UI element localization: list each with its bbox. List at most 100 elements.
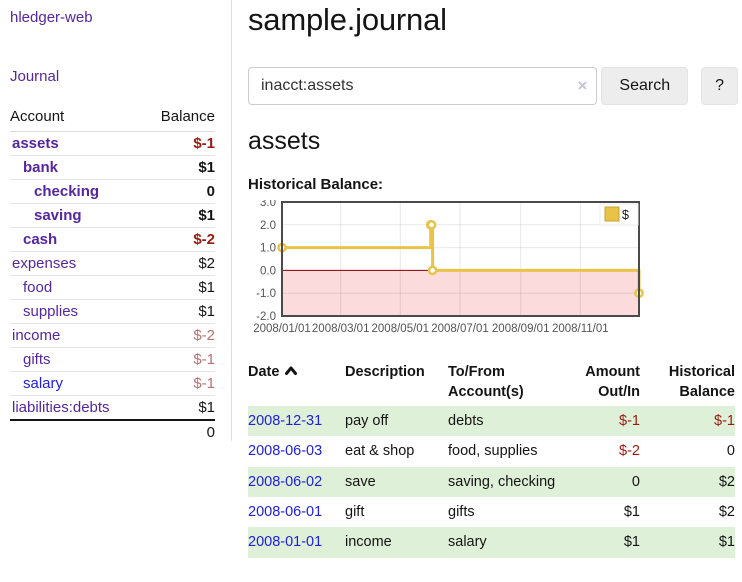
account-total-balance: 0 <box>142 419 215 444</box>
balance-column-header: Balance <box>142 103 215 132</box>
register-table-body: 2008-12-31 pay off debts $-1 $-1 2008-06-03 ea… <box>248 406 735 558</box>
account-row: salary $-1 <box>10 371 215 396</box>
transaction-description: save <box>345 466 448 498</box>
account-row: supplies $1 <box>10 299 215 324</box>
transaction-accounts: salary <box>448 527 565 558</box>
account-balance: $1 <box>142 155 215 180</box>
account-balance-table: Account Balance assets $-1 bank $1 checking 0… <box>10 103 215 444</box>
legend-swatch <box>604 206 620 222</box>
register-row: 2008-01-01 income salary $1 $1 <box>248 527 735 558</box>
transaction-amount: $1 <box>565 527 640 558</box>
account-balance: $2 <box>142 251 215 276</box>
sidebar-account-link[interactable]: salary <box>23 375 64 392</box>
page-title: sample.journal <box>248 2 447 37</box>
account-balance: $1 <box>142 275 215 300</box>
account-balance: $-2 <box>142 227 215 252</box>
register-row: 2008-06-03 eat & shop food, supplies $-2 0 <box>248 436 735 466</box>
account-balance: $1 <box>142 203 215 228</box>
search-button[interactable]: Search <box>601 67 689 106</box>
account-row: liabilities:debts $1 <box>10 395 215 420</box>
description-column-header: Description <box>345 363 425 380</box>
main-content: sample.journal × Search ? assets Histori… <box>248 0 738 558</box>
transaction-amount: 0 <box>565 466 640 498</box>
sidebar-account-link[interactable]: expenses <box>12 255 77 272</box>
transaction-accounts: gifts <box>448 504 475 521</box>
clear-search-icon[interactable]: × <box>577 76 588 96</box>
account-balance: $-1 <box>142 347 215 372</box>
account-balance: $-1 <box>193 135 215 152</box>
transaction-description: income <box>345 527 448 558</box>
chart-label: Historical Balance: <box>248 175 384 193</box>
transaction-amount: $-1 <box>565 406 640 437</box>
register-table: Date Description To/From Account(s) Amou… <box>248 358 735 558</box>
x-tick-label: 2008/09/01 <box>492 323 550 335</box>
sidebar-account-link[interactable]: saving <box>34 207 82 224</box>
transaction-accounts: saving, checking <box>448 466 565 498</box>
sort-ascending-icon <box>285 366 298 375</box>
x-tick-label: 2008/11/01 <box>552 323 609 335</box>
help-button[interactable]: ? <box>701 67 738 106</box>
sidebar-account-link[interactable]: assets <box>12 135 59 152</box>
transaction-balance: $2 <box>718 504 735 521</box>
transaction-date-link[interactable]: 2008-06-03 <box>248 443 323 460</box>
account-balance: $-1 <box>142 371 215 396</box>
transaction-balance: $1 <box>640 527 735 558</box>
x-tick-label: 2008/01/01 <box>253 323 311 335</box>
account-balance: $1 <box>142 299 215 324</box>
account-row: income $-2 <box>10 323 215 348</box>
y-tick-label: 1.0 <box>260 242 276 254</box>
transaction-date-link[interactable]: 2008-12-31 <box>248 413 323 430</box>
legend-label: $ <box>622 208 629 222</box>
sidebar-account-link[interactable]: bank <box>23 159 59 176</box>
sidebar-account-link[interactable]: cash <box>23 231 58 248</box>
account-row: bank $1 <box>10 155 215 180</box>
date-column-header[interactable]: Date <box>248 358 345 407</box>
account-row: cash $-2 <box>10 227 215 252</box>
historical-balance-chart: $3.0 2.0 1.0 0.0 -1.0 -2.0 2008/01/01 2008/03/0… <box>248 197 668 340</box>
account-balance: $-2 <box>142 323 215 348</box>
data-point[interactable] <box>426 219 437 230</box>
account-balance: $1 <box>142 395 215 420</box>
data-point[interactable] <box>427 265 438 275</box>
account-table-body: assets $-1 bank $1 checking 0 saving $1 cash $-2 e… <box>10 132 215 444</box>
account-row: food $1 <box>10 275 215 300</box>
sidebar-account-link[interactable]: checking <box>34 183 100 200</box>
brand-link[interactable]: hledger-web <box>10 9 93 26</box>
sidebar-account-link[interactable]: food <box>23 279 53 296</box>
transaction-balance: 0 <box>726 443 735 460</box>
account-table-header: Account Balance <box>10 103 215 132</box>
register-row: 2008-06-01 gift gifts $1 $2 <box>248 497 735 527</box>
transaction-balance: $2 <box>640 466 735 498</box>
transaction-date-link[interactable]: 2008-06-02 <box>248 473 323 490</box>
register-row: 2008-12-31 pay off debts $-1 $-1 <box>248 406 735 437</box>
sidebar-account-link[interactable]: liabilities:debts <box>12 399 110 416</box>
amount-column-header: Amount Out/In <box>585 363 640 400</box>
x-tick-label: 2008/07/01 <box>431 323 489 335</box>
transaction-date-link[interactable]: 2008-01-01 <box>248 534 323 551</box>
account-column-header: Account <box>10 103 143 132</box>
transaction-description: gift <box>345 504 365 521</box>
y-tick-label: -2.0 <box>256 311 276 323</box>
register-row: 2008-06-02 save saving, checking 0 $2 <box>248 466 735 498</box>
balance-column-header-main: Historical Balance <box>668 363 735 400</box>
account-row: expenses $2 <box>10 251 215 276</box>
x-tick-label: 2008/03/01 <box>312 323 370 335</box>
account-row: assets $-1 <box>10 132 215 156</box>
transaction-amount: $-2 <box>619 443 640 460</box>
account-row: gifts $-1 <box>10 347 215 372</box>
transaction-description: pay off <box>345 406 448 437</box>
account-total-row: 0 <box>10 419 215 444</box>
transaction-date-link[interactable]: 2008-06-01 <box>248 504 323 521</box>
transaction-accounts: debts <box>448 406 565 437</box>
sidebar-account-link[interactable]: supplies <box>23 303 79 320</box>
register-header-row: Date Description To/From Account(s) Amou… <box>248 358 735 407</box>
sidebar-account-link[interactable]: income <box>12 327 61 344</box>
tofrom-column-header: To/From Account(s) <box>448 363 524 400</box>
y-tick-label: 0.0 <box>260 265 276 277</box>
sidebar-item-journal[interactable]: Journal <box>10 68 60 85</box>
search-input[interactable] <box>248 67 598 106</box>
negative-region <box>282 269 639 316</box>
sidebar-account-link[interactable]: gifts <box>23 351 51 368</box>
search-box: × <box>248 67 598 106</box>
y-tick-label: 3.0 <box>260 200 276 209</box>
